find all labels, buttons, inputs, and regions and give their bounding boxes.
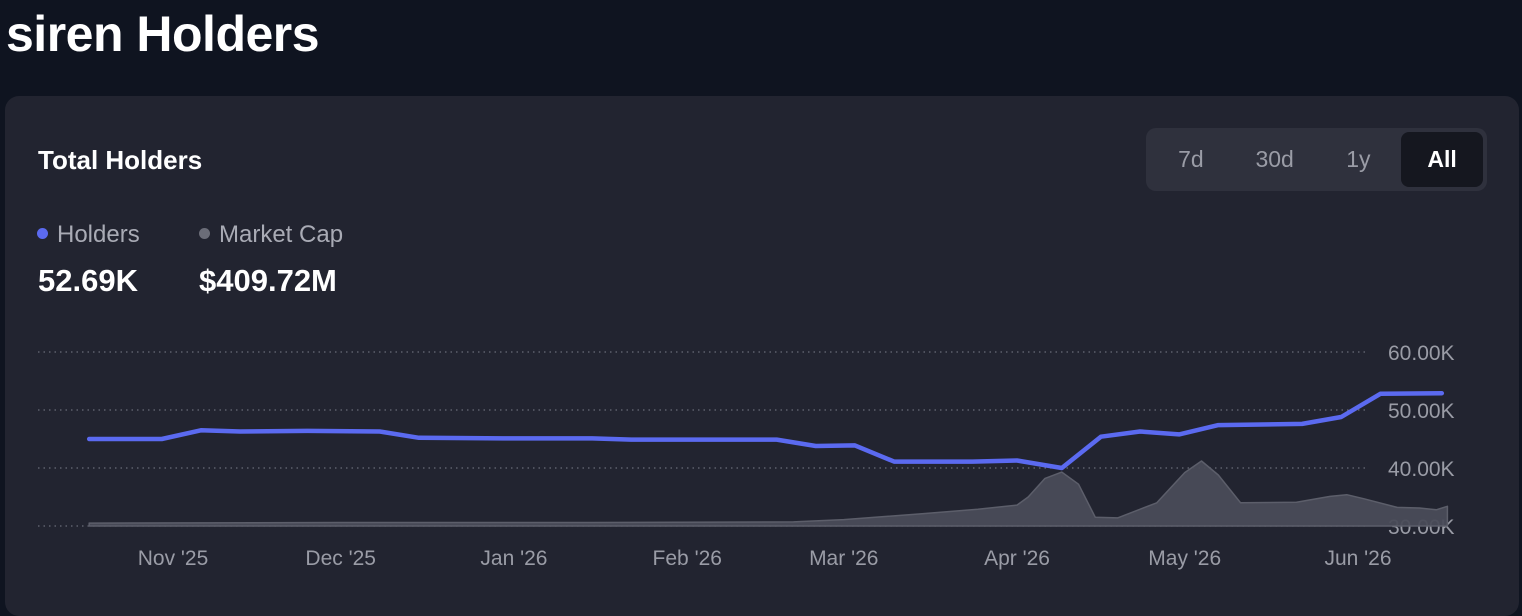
range-30d-button[interactable]: 30d xyxy=(1234,132,1316,187)
time-range-selector: 7d 30d 1y All xyxy=(1146,128,1487,191)
holders-line xyxy=(86,390,1445,471)
card-title: Total Holders xyxy=(38,145,203,175)
x-tick-label: Mar '26 xyxy=(809,547,878,570)
market-cap-dot-icon xyxy=(199,228,210,240)
range-all-button[interactable]: All xyxy=(1401,132,1483,187)
legend-market-cap-label: Market Cap xyxy=(219,221,344,248)
y-tick-label: 50.00K xyxy=(1388,400,1455,423)
x-tick-label: Jun '26 xyxy=(1324,547,1391,570)
market-cap-value: $409.72M xyxy=(199,263,337,298)
x-tick-label: Nov '25 xyxy=(138,547,209,570)
x-tick-label: Apr '26 xyxy=(984,547,1050,570)
legend-holders-label: Holders xyxy=(57,221,140,248)
x-tick-label: May '26 xyxy=(1148,547,1221,570)
holders-dot-icon xyxy=(37,228,48,240)
x-tick-label: Feb '26 xyxy=(653,547,722,570)
y-tick-label: 40.00K xyxy=(1388,458,1455,481)
y-tick-label: 60.00K xyxy=(1388,342,1455,365)
legend-market-cap[interactable]: Market Cap xyxy=(199,220,343,250)
market-cap-area xyxy=(88,460,1449,527)
x-tick-label: Jan '26 xyxy=(480,547,547,570)
holders-value: 52.69K xyxy=(38,263,138,298)
range-1y-button[interactable]: 1y xyxy=(1318,132,1400,187)
holders-card: Total Holders 7d 30d 1y All Holders Mark… xyxy=(5,96,1519,616)
legend-holders[interactable]: Holders xyxy=(37,220,140,250)
range-7d-button[interactable]: 7d xyxy=(1150,132,1232,187)
page-title: siren Holders xyxy=(6,6,320,62)
x-tick-label: Dec '25 xyxy=(305,547,376,570)
